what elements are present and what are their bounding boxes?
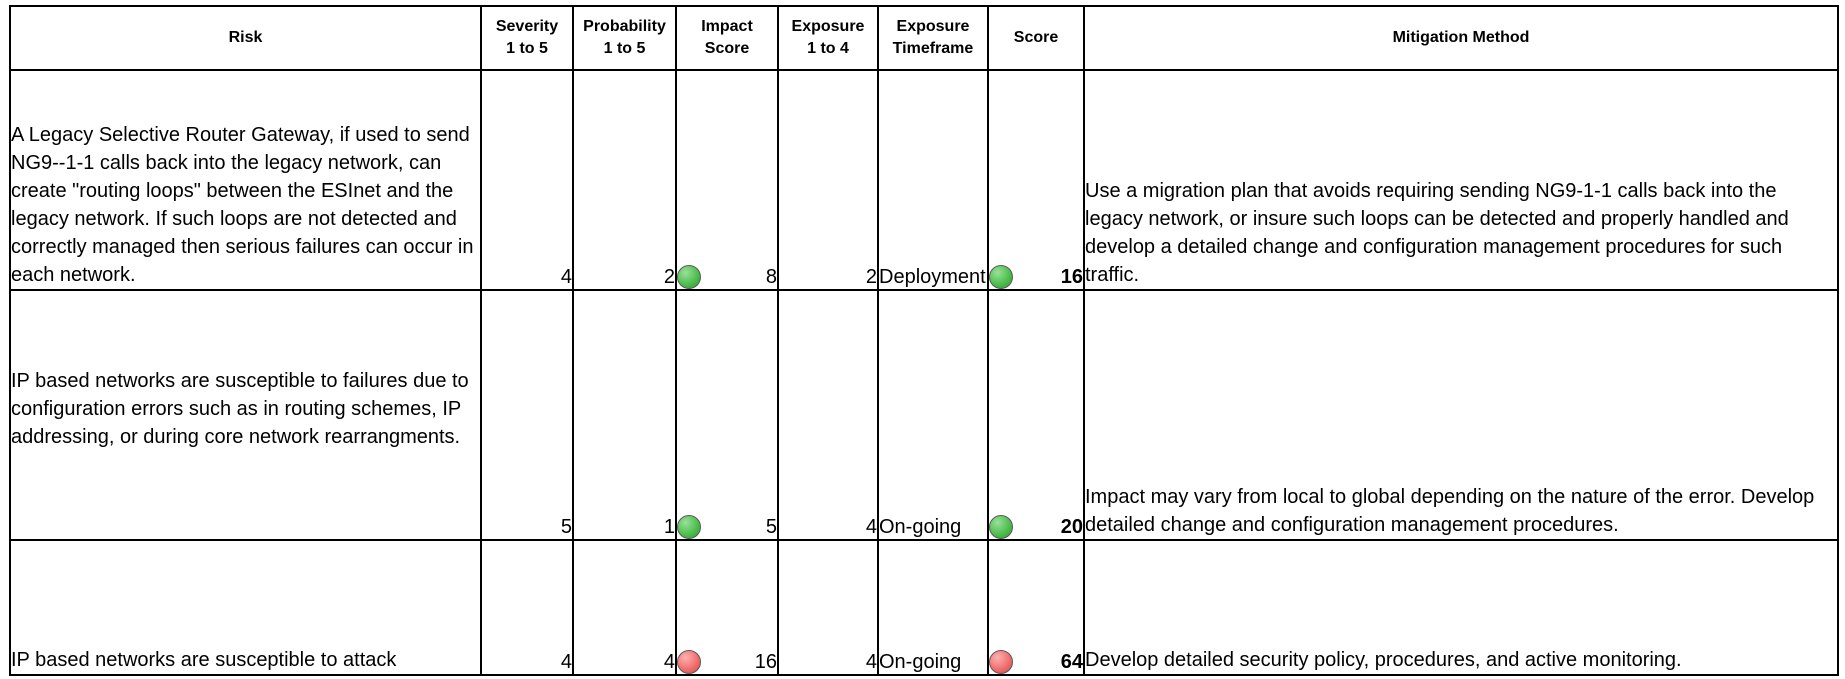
score-value: 20: [1060, 516, 1083, 538]
mitigation-cell: Develop detailed security policy, proced…: [1083, 539, 1839, 676]
risk-cell: A Legacy Selective Router Gateway, if us…: [9, 69, 482, 291]
score-status-icon: [989, 650, 1013, 674]
header-probability: Probability 1 to 5: [572, 5, 677, 71]
mitigation-cell: Use a migration plan that avoids requiri…: [1083, 69, 1839, 291]
header-severity: Severity 1 to 5: [480, 5, 574, 71]
severity-cell: 4: [480, 69, 574, 291]
header-exposure-timeframe: Exposure Timeframe: [877, 5, 989, 71]
exposure-cell: 2: [777, 69, 879, 291]
impact-cell: 8: [675, 69, 779, 291]
impact-value: 5: [765, 516, 777, 538]
probability-cell: 2: [572, 69, 677, 291]
header-risk: Risk: [9, 5, 482, 71]
impact-status-icon: [677, 265, 701, 289]
impact-cell: 5: [675, 289, 779, 541]
score-cell: 20: [987, 289, 1085, 541]
impact-status-icon: [677, 515, 701, 539]
exposure-cell: 4: [777, 289, 879, 541]
probability-cell: 1: [572, 289, 677, 541]
score-status-icon: [989, 515, 1013, 539]
header-score: Score: [987, 5, 1085, 71]
table-row: A Legacy Selective Router Gateway, if us…: [9, 69, 1839, 291]
severity-cell: 5: [480, 289, 574, 541]
table-row: IP based networks are susceptible to fai…: [9, 289, 1839, 541]
score-cell: 64: [987, 539, 1085, 676]
score-cell: 16: [987, 69, 1085, 291]
mitigation-cell: Impact may vary from local to global dep…: [1083, 289, 1839, 541]
timeframe-cell: On-going: [877, 539, 989, 676]
risk-table: Risk Severity 1 to 5 Probability 1 to 5 Im…: [9, 5, 1839, 676]
impact-value: 8: [765, 266, 777, 288]
impact-status-icon: [677, 650, 701, 674]
risk-cell: IP based networks are susceptible to att…: [9, 539, 482, 676]
severity-cell: 4: [480, 539, 574, 676]
score-status-icon: [989, 265, 1013, 289]
header-row: Risk Severity 1 to 5 Probability 1 to 5 Im…: [9, 5, 1839, 71]
header-impact-score: Impact Score: [675, 5, 779, 71]
probability-cell: 4: [572, 539, 677, 676]
exposure-cell: 4: [777, 539, 879, 676]
timeframe-cell: Deployment: [877, 69, 989, 291]
table-row: IP based networks are susceptible to att…: [9, 539, 1839, 676]
score-value: 64: [1060, 651, 1083, 673]
risk-cell: IP based networks are susceptible to fai…: [9, 289, 482, 541]
header-exposure: Exposure 1 to 4: [777, 5, 879, 71]
impact-value: 16: [754, 651, 777, 673]
header-mitigation: Mitigation Method: [1083, 5, 1839, 71]
score-value: 16: [1060, 266, 1083, 288]
impact-cell: 16: [675, 539, 779, 676]
timeframe-cell: On-going: [877, 289, 989, 541]
